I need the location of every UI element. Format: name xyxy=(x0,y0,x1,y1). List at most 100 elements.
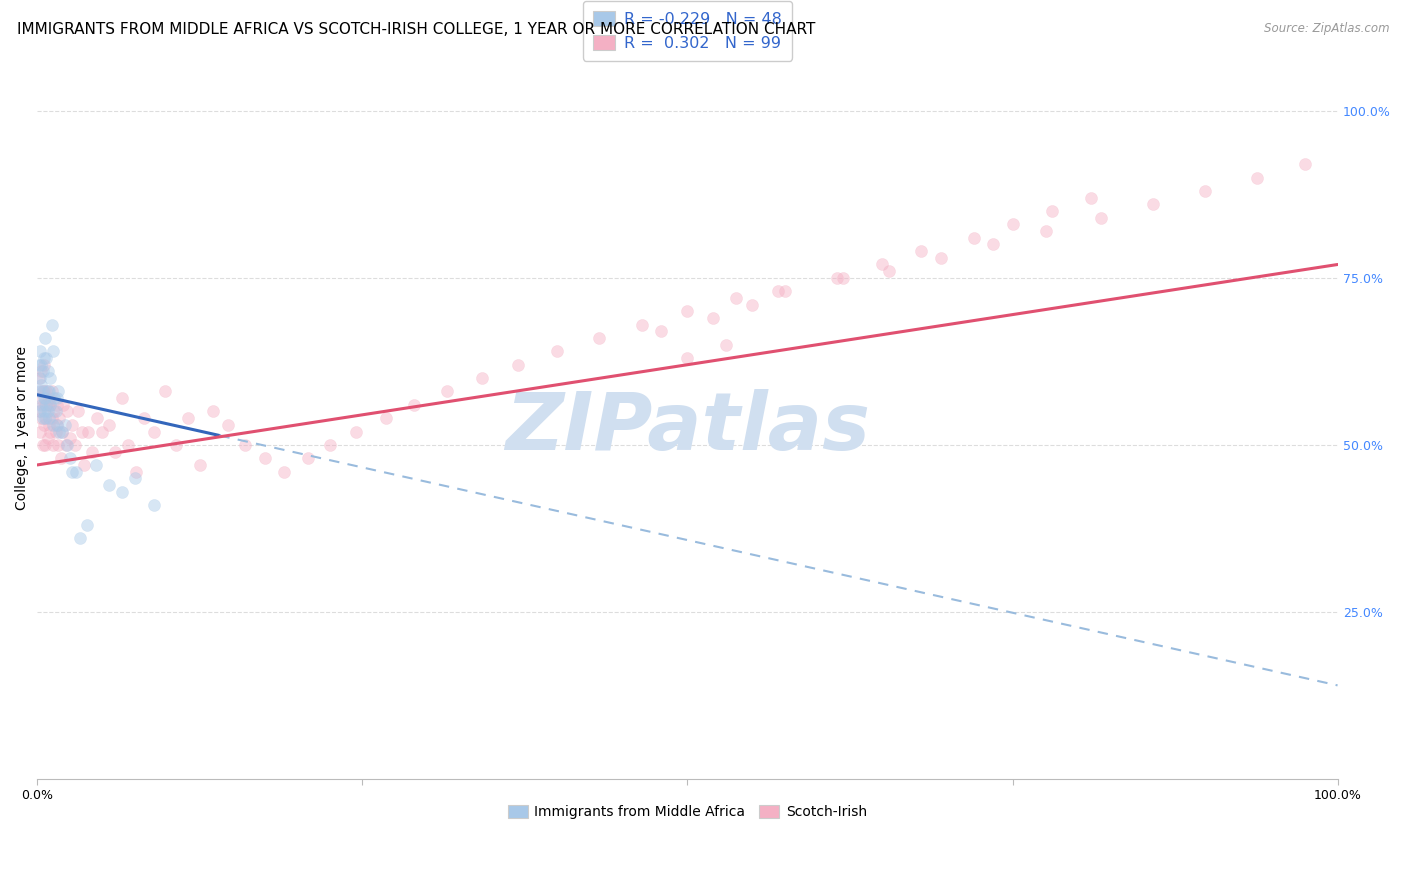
Point xyxy=(319,438,342,452)
Point xyxy=(143,425,166,439)
Point xyxy=(910,244,932,259)
Point xyxy=(1035,224,1057,238)
Point xyxy=(48,425,70,439)
Point xyxy=(28,391,51,405)
Point xyxy=(62,465,84,479)
Point xyxy=(31,364,53,378)
Point xyxy=(825,271,848,285)
Point xyxy=(31,398,53,412)
Point xyxy=(45,391,67,405)
Point xyxy=(44,391,66,405)
Point xyxy=(42,344,65,359)
Point xyxy=(125,465,148,479)
Point xyxy=(34,331,56,345)
Point xyxy=(28,344,51,359)
Point xyxy=(44,404,66,418)
Point xyxy=(46,438,69,452)
Point xyxy=(650,324,672,338)
Point xyxy=(45,398,67,412)
Point xyxy=(702,310,724,325)
Point xyxy=(1040,204,1063,219)
Point xyxy=(91,425,114,439)
Point xyxy=(41,318,63,332)
Point xyxy=(52,398,75,412)
Point xyxy=(69,532,91,546)
Point xyxy=(41,411,63,425)
Point xyxy=(471,371,494,385)
Point xyxy=(66,404,89,418)
Point xyxy=(741,297,763,311)
Point xyxy=(35,384,58,399)
Point xyxy=(39,398,62,412)
Point xyxy=(153,384,176,399)
Point xyxy=(1142,197,1164,211)
Point xyxy=(35,351,58,365)
Point xyxy=(981,237,1004,252)
Point xyxy=(37,384,59,399)
Point xyxy=(45,417,67,432)
Point xyxy=(273,465,295,479)
Point xyxy=(253,451,276,466)
Point xyxy=(41,384,63,399)
Point xyxy=(832,271,855,285)
Point xyxy=(27,358,49,372)
Point xyxy=(27,371,49,385)
Point xyxy=(217,417,239,432)
Point xyxy=(37,404,59,418)
Point xyxy=(38,417,60,432)
Point xyxy=(1001,218,1024,232)
Point xyxy=(929,251,952,265)
Point xyxy=(70,425,93,439)
Point xyxy=(111,484,134,499)
Point xyxy=(132,411,155,425)
Point xyxy=(34,438,56,452)
Point xyxy=(32,404,55,418)
Point xyxy=(32,417,55,432)
Point xyxy=(30,411,52,425)
Point xyxy=(39,371,62,385)
Point xyxy=(77,425,100,439)
Point xyxy=(39,398,62,412)
Point xyxy=(962,231,984,245)
Point xyxy=(188,458,211,472)
Point xyxy=(34,391,56,405)
Point xyxy=(56,438,79,452)
Point xyxy=(44,425,66,439)
Point xyxy=(201,404,224,418)
Legend: Immigrants from Middle Africa, Scotch-Irish: Immigrants from Middle Africa, Scotch-Ir… xyxy=(502,799,872,824)
Point xyxy=(28,371,51,385)
Point xyxy=(38,411,60,425)
Point xyxy=(588,331,610,345)
Point xyxy=(53,417,76,432)
Point xyxy=(59,431,82,445)
Point xyxy=(27,404,49,418)
Point xyxy=(32,351,55,365)
Point xyxy=(38,391,60,405)
Point xyxy=(63,438,86,452)
Point xyxy=(35,398,58,412)
Point xyxy=(44,404,66,418)
Point xyxy=(37,364,59,378)
Point xyxy=(30,384,52,399)
Point xyxy=(84,458,107,472)
Point xyxy=(631,318,654,332)
Point xyxy=(374,411,396,425)
Point xyxy=(31,384,53,399)
Point xyxy=(56,404,79,418)
Point xyxy=(716,337,738,351)
Point xyxy=(31,411,53,425)
Point xyxy=(676,304,699,318)
Point xyxy=(59,451,82,466)
Point xyxy=(27,384,49,399)
Point xyxy=(55,438,77,452)
Point xyxy=(143,498,166,512)
Point xyxy=(39,425,62,439)
Point xyxy=(28,425,51,439)
Point xyxy=(297,451,319,466)
Point xyxy=(35,411,58,425)
Text: ZIPatlas: ZIPatlas xyxy=(505,389,870,467)
Point xyxy=(62,417,84,432)
Point xyxy=(37,398,59,412)
Point xyxy=(73,458,96,472)
Point xyxy=(30,398,52,412)
